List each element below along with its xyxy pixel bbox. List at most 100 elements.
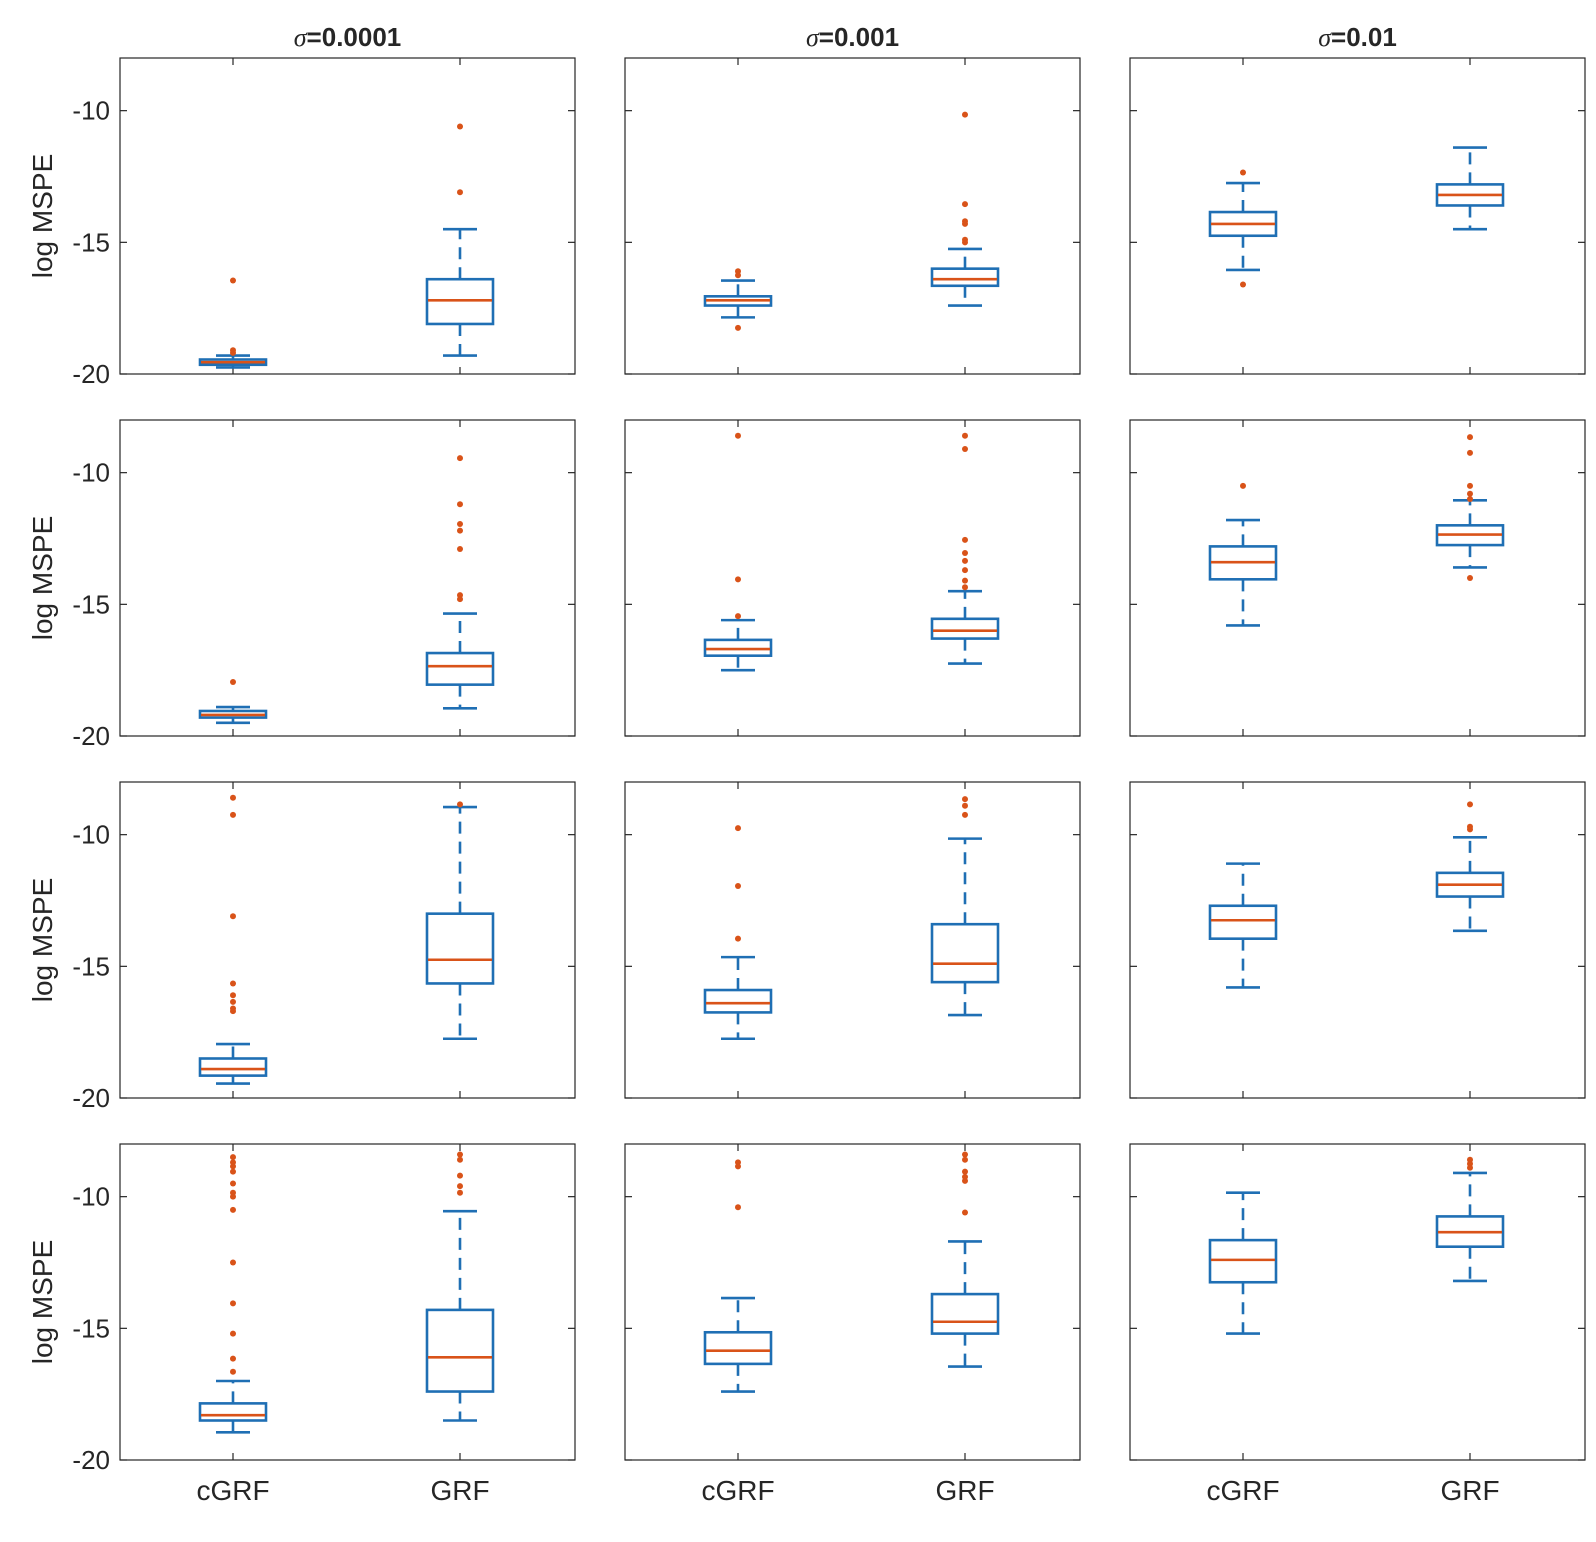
panel-r2c3: [1129, 419, 1586, 737]
outlier-point: [962, 802, 968, 809]
outlier-point: [230, 794, 236, 801]
box-cgrf: [703, 825, 773, 1041]
outlier-point: [457, 521, 463, 528]
column-title-value: =0.0001: [307, 22, 402, 52]
plot-frame: [624, 419, 1081, 737]
outlier-point: [230, 1259, 236, 1266]
panel-r4c2: cGRF GRF: [624, 1143, 1081, 1506]
outlier-point: [230, 811, 236, 818]
iqr-box: [1435, 524, 1505, 547]
panel-r2c2: [624, 419, 1081, 737]
outlier-point: [735, 935, 741, 942]
outlier-point: [962, 557, 968, 564]
outlier-point: [457, 596, 463, 603]
x-tick-label-grf: GRF: [935, 1475, 994, 1506]
box-grf: [930, 796, 1000, 1017]
box-cgrf: [703, 432, 773, 672]
plot-frame: [624, 781, 1081, 1099]
outlier-point: [735, 1163, 741, 1170]
panel-r3c3: [1129, 781, 1586, 1099]
outlier-point: [457, 189, 463, 196]
y-tick-label: -10: [72, 458, 110, 488]
outlier-point: [1467, 490, 1473, 497]
outlier-point: [230, 1330, 236, 1337]
outlier-point: [457, 123, 463, 130]
outlier-point: [962, 549, 968, 556]
outlier-point: [735, 1204, 741, 1211]
iqr-box: [930, 617, 1000, 640]
outlier-point: [962, 239, 968, 246]
box-cgrf: [1208, 169, 1278, 288]
iqr-box: [930, 267, 1000, 288]
box-cgrf: [1208, 1191, 1278, 1335]
outlier-point: [962, 1209, 968, 1216]
outlier-point: [230, 992, 236, 999]
outlier-point: [230, 998, 236, 1005]
iqr-box: [198, 1057, 268, 1077]
outlier-point: [962, 432, 968, 439]
column-title-1: σ=0.0001: [294, 22, 402, 52]
outlier-point: [230, 1193, 236, 1200]
y-axis-label: log MSPE: [27, 1240, 58, 1365]
x-tick-label-grf: GRF: [430, 1475, 489, 1506]
plot-frame: [119, 781, 576, 1099]
box-grf: [425, 1151, 495, 1422]
outlier-point: [457, 455, 463, 462]
outlier-point: [1467, 801, 1473, 808]
outlier-point: [1467, 575, 1473, 581]
box-cgrf: [198, 794, 268, 1085]
outlier-point: [962, 796, 968, 803]
panel-r3c2: [624, 781, 1081, 1099]
outlier-point: [230, 1300, 236, 1307]
outlier-point: [735, 613, 741, 620]
box-grf: [930, 432, 1000, 665]
outlier-point: [1467, 482, 1473, 489]
iqr-box: [703, 1330, 773, 1366]
box-grf: [1435, 434, 1505, 581]
outlier-point: [230, 277, 236, 284]
outlier-point: [1240, 281, 1246, 288]
outlier-point: [230, 1368, 236, 1375]
box-grf: [425, 801, 495, 1041]
sigma-symbol: σ: [806, 23, 820, 52]
outlier-point: [962, 1151, 968, 1158]
iqr-box: [198, 1402, 268, 1422]
outlier-point: [457, 546, 463, 553]
outlier-point: [962, 201, 968, 208]
outlier-point: [457, 501, 463, 508]
iqr-box: [1208, 545, 1278, 581]
x-tick-label-cgrf: cGRF: [701, 1475, 774, 1506]
outlier-point: [962, 1168, 968, 1175]
iqr-box: [930, 922, 1000, 984]
panel-r1c2: [624, 57, 1081, 375]
panel-r2c1: -20 -15 -10 log MSPE: [27, 419, 576, 751]
outlier-point: [962, 577, 968, 584]
plot-frame: [119, 57, 576, 375]
outlier-point: [1467, 434, 1473, 441]
panel-r4c1: -20 -15 -10 log MSPE cGRF GRF: [27, 1143, 576, 1506]
sigma-symbol: σ: [294, 23, 308, 52]
y-axis-label: log MSPE: [27, 516, 58, 641]
box-grf: [930, 111, 1000, 307]
y-axis-label: log MSPE: [27, 154, 58, 279]
outlier-point: [230, 913, 236, 920]
outlier-point: [230, 1008, 236, 1015]
iqr-box: [198, 358, 268, 367]
box-grf: [1435, 146, 1505, 231]
outlier-point: [230, 1154, 236, 1161]
iqr-box: [425, 277, 495, 326]
outlier-point: [230, 980, 236, 987]
outlier-point: [230, 1180, 236, 1187]
outlier-point: [962, 220, 968, 227]
x-tick-label-cgrf: cGRF: [1206, 1475, 1279, 1506]
plot-frame: [1129, 57, 1586, 375]
y-tick-label: -10: [72, 96, 110, 126]
iqr-box: [1435, 871, 1505, 898]
plot-frame: [624, 1143, 1081, 1461]
outlier-point: [1240, 169, 1246, 176]
outlier-point: [962, 567, 968, 574]
outlier-point: [1467, 496, 1473, 502]
iqr-box: [703, 988, 773, 1014]
y-tick-label: -10: [72, 1182, 110, 1212]
x-tick-label-cgrf: cGRF: [196, 1475, 269, 1506]
